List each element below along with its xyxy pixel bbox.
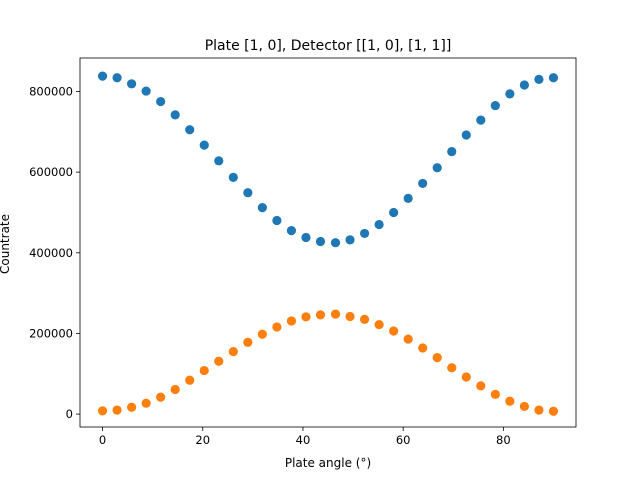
series-1-point bbox=[345, 235, 355, 245]
series-2-point bbox=[432, 353, 442, 363]
series-2-point bbox=[257, 329, 267, 339]
series-2-point bbox=[534, 405, 544, 415]
series-2-point bbox=[243, 337, 253, 347]
x-tick-label: 0 bbox=[99, 433, 106, 447]
series-2-point bbox=[345, 311, 355, 322]
series-2-point bbox=[272, 322, 282, 332]
series-2-point bbox=[112, 405, 122, 415]
x-axis-ticks: 0 20 40 60 80 bbox=[99, 427, 511, 447]
series-1-point bbox=[286, 226, 297, 236]
series-2-point bbox=[315, 310, 326, 320]
series-1-point bbox=[272, 215, 282, 226]
series-1-point bbox=[505, 89, 515, 99]
series-2-point bbox=[548, 406, 559, 416]
series-1-point bbox=[97, 71, 108, 81]
series-2-point bbox=[389, 326, 399, 336]
series-1-point bbox=[432, 163, 442, 173]
y-tick-label: 600000 bbox=[29, 165, 73, 179]
series-1-point bbox=[418, 178, 428, 189]
series-2-point bbox=[127, 402, 137, 412]
series-2-point bbox=[214, 356, 224, 366]
series-2-point bbox=[359, 314, 370, 324]
series-1-point bbox=[534, 74, 544, 84]
series-2-point bbox=[476, 381, 486, 391]
x-tick-label: 40 bbox=[296, 433, 311, 447]
series-2-point bbox=[141, 398, 151, 408]
series-2-point bbox=[490, 389, 500, 399]
series-1-point bbox=[301, 232, 311, 243]
series-1-point bbox=[214, 156, 224, 166]
series-2-point bbox=[519, 401, 529, 412]
series-1-point bbox=[315, 236, 326, 247]
series-2-point bbox=[286, 316, 297, 326]
series-2-point bbox=[418, 343, 428, 353]
series-1-point bbox=[548, 73, 559, 83]
chart-title: Plate [1, 0], Detector [[1, 0], [1, 1]] bbox=[205, 38, 452, 54]
data-points bbox=[97, 71, 559, 416]
series-2-point bbox=[403, 334, 413, 344]
series-2-point bbox=[170, 384, 180, 395]
series-2-point bbox=[199, 365, 209, 376]
series-1-point bbox=[403, 193, 413, 203]
series-2-point bbox=[330, 309, 341, 319]
series-2-point bbox=[461, 372, 471, 382]
series-1-point bbox=[359, 228, 370, 239]
series-2-point bbox=[97, 406, 108, 416]
series-1-point bbox=[257, 203, 267, 213]
series-1-point bbox=[112, 73, 122, 83]
x-tick-label: 80 bbox=[496, 433, 511, 447]
series-1-point bbox=[389, 207, 399, 218]
series-1-point bbox=[519, 80, 529, 90]
series-1-point bbox=[476, 115, 486, 125]
series-1-point bbox=[127, 79, 137, 89]
y-tick-label: 400000 bbox=[29, 246, 73, 260]
series-1-point bbox=[461, 130, 471, 140]
series-1-point bbox=[490, 100, 500, 111]
series-1-point bbox=[170, 110, 180, 120]
y-tick-label: 200000 bbox=[29, 326, 73, 340]
x-tick-label: 20 bbox=[195, 433, 210, 447]
series-2-point bbox=[301, 312, 311, 322]
series-1-point bbox=[447, 146, 457, 157]
series-2-point bbox=[228, 346, 238, 357]
series-2-point bbox=[505, 396, 515, 406]
series-1-point bbox=[199, 140, 209, 150]
y-tick-label: 800000 bbox=[29, 84, 73, 98]
series-1-point bbox=[141, 86, 151, 96]
series-1-point bbox=[243, 188, 253, 198]
series-1-point bbox=[228, 172, 238, 182]
series-2-point bbox=[374, 319, 384, 330]
y-axis-ticks: 0 200000 400000 600000 800000 bbox=[29, 84, 80, 421]
series-1-point bbox=[330, 238, 341, 248]
x-axis-label: Plate angle (°) bbox=[285, 456, 371, 470]
series-2-point bbox=[185, 375, 195, 385]
x-tick-label: 60 bbox=[396, 433, 411, 447]
y-tick-label: 0 bbox=[66, 407, 73, 421]
series-2-point bbox=[447, 363, 457, 373]
plot-frame bbox=[79, 57, 577, 428]
series-1-point bbox=[185, 125, 195, 135]
y-axis-label: Countrate bbox=[0, 214, 12, 274]
series-1-point bbox=[374, 219, 384, 230]
series-1-point bbox=[156, 96, 166, 107]
series-2-point bbox=[156, 392, 166, 402]
